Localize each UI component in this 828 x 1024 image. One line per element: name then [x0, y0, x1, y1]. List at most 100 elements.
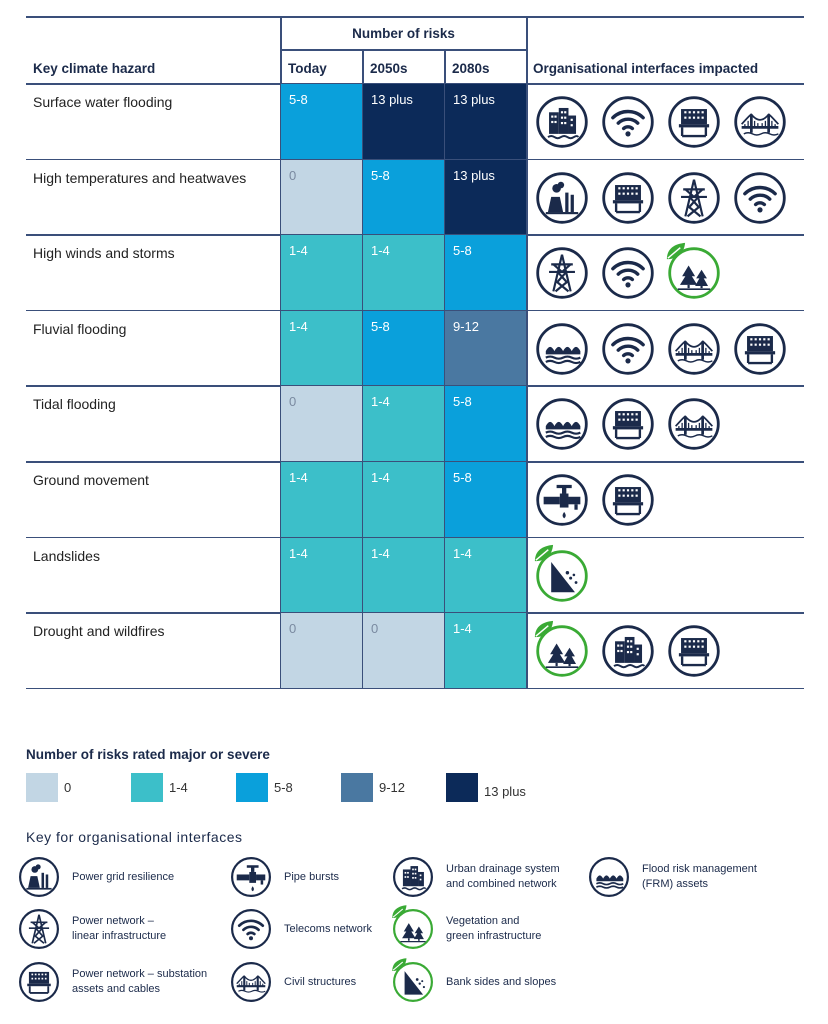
- pylon-icon: [535, 246, 589, 300]
- risk-cell-y2050: 1-4: [363, 537, 444, 613]
- risk-cell-y2050: 5-8: [363, 159, 444, 235]
- key-label: Power network – linear infrastructure: [72, 915, 167, 942]
- row-divider: [26, 309, 804, 312]
- row-divider: [26, 234, 804, 236]
- flood-risk-icon: [535, 397, 589, 451]
- risk-cell-y2050: 1-4: [363, 235, 444, 310]
- risk-cell-y2080: 5-8: [445, 235, 526, 310]
- row-divider: [26, 536, 804, 539]
- key-telecoms-icon: [230, 908, 272, 950]
- risk-cell-today: 1-4: [281, 310, 362, 386]
- key-label: Pipe bursts: [284, 871, 340, 883]
- civil-structures-icon: [667, 322, 721, 376]
- risk-cell-y2080: 1-4: [445, 613, 526, 688]
- legend-label-13plus: 13 plus: [484, 784, 526, 799]
- key-label: Flood risk management (FRM) assets: [642, 863, 757, 890]
- hazard-label: High temperatures and heatwaves: [33, 169, 247, 186]
- row-divider: [26, 158, 804, 161]
- key-flood-risk-icon: [588, 856, 630, 898]
- legend-label-0: 0: [64, 780, 72, 795]
- legend-swatch-13plus: [446, 773, 478, 802]
- civil-structures-icon: [667, 397, 721, 451]
- key-label: Power grid resilience: [72, 871, 175, 883]
- pylon-icon: [667, 171, 721, 225]
- risk-cell-today: 1-4: [281, 462, 362, 537]
- leaf-badge-icon: [667, 242, 686, 259]
- key-title: Key for organisational interfaces: [26, 829, 243, 845]
- pipe-bursts-icon: [535, 473, 589, 527]
- risk-cell-today: 1-4: [281, 235, 362, 310]
- key-power-grid-icon: [18, 856, 60, 898]
- hazard-column-heading: Key climate hazard: [33, 61, 156, 76]
- hazard-label: Drought and wildfires: [33, 623, 165, 640]
- col-divider-today: [362, 49, 364, 689]
- key-label: Vegetation and green infrastructure: [446, 915, 542, 942]
- header-bottom-rule: [26, 83, 804, 85]
- vegetation-icon: [667, 242, 721, 300]
- risk-cell-y2050: 5-8: [363, 310, 444, 386]
- bank-slopes-icon: [535, 545, 589, 603]
- row-divider: [26, 612, 804, 614]
- risk-cell-y2080: 5-8: [445, 386, 526, 461]
- col-divider-2080: [526, 16, 528, 689]
- row-divider: [26, 385, 804, 387]
- table-top-rule: [26, 16, 804, 18]
- key-label: Bank sides and slopes: [446, 976, 557, 988]
- key-label: Power network – substation assets and ca…: [72, 968, 208, 995]
- 2080s-column-heading: 2080s: [452, 61, 490, 76]
- risk-cell-today: 0: [281, 613, 362, 688]
- risk-cell-today: 5-8: [281, 84, 362, 159]
- key-vegetation-icon: [392, 905, 434, 950]
- 2050s-column-heading: 2050s: [370, 61, 408, 76]
- risk-cell-y2050: 1-4: [363, 386, 444, 461]
- urban-drainage-icon: [535, 95, 589, 149]
- substation-icon: [601, 171, 655, 225]
- key-civil-structures-icon: [230, 961, 272, 1003]
- telecoms-icon: [601, 246, 655, 300]
- vegetation-icon: [535, 620, 589, 678]
- legend-swatch-5-8: [236, 773, 268, 802]
- telecoms-icon: [601, 322, 655, 376]
- risk-cell-y2080: 13 plus: [445, 84, 526, 159]
- substation-icon: [733, 322, 787, 376]
- col-divider-2050: [444, 49, 446, 689]
- risk-cell-y2080: 5-8: [445, 462, 526, 537]
- flood-risk-icon: [535, 322, 589, 376]
- hazard-label: Tidal flooding: [33, 396, 116, 413]
- row-divider: [26, 687, 804, 690]
- telecoms-icon: [733, 171, 787, 225]
- legend-swatch-9-12: [341, 773, 373, 802]
- risk-cell-today: 0: [281, 386, 362, 461]
- col-divider-hazard: [280, 16, 282, 689]
- key-pylon-icon: [18, 908, 60, 950]
- substation-icon: [601, 473, 655, 527]
- key-substation-icon: [18, 961, 60, 1003]
- leaf-badge-icon: [535, 620, 554, 637]
- key-urban-drainage-icon: [392, 856, 434, 898]
- leaf-badge-icon: [392, 958, 407, 971]
- hazard-label: Landslides: [33, 547, 100, 564]
- risk-cell-y2050: 0: [363, 613, 444, 688]
- legend-swatch-0: [26, 773, 58, 802]
- legend-label-9-12: 9-12: [379, 780, 406, 795]
- risk-cell-y2050: 1-4: [363, 462, 444, 537]
- number-of-risks-heading: Number of risks: [352, 26, 455, 41]
- key-bank-slopes-icon: [392, 958, 434, 1003]
- key-label: Civil structures: [284, 976, 357, 988]
- hazard-label: Surface water flooding: [33, 94, 173, 110]
- leaf-badge-icon: [392, 905, 407, 918]
- substation-icon: [667, 624, 721, 678]
- legend-title: Number of risks rated major or severe: [26, 747, 270, 762]
- today-column-heading: Today: [288, 61, 327, 76]
- substation-icon: [667, 95, 721, 149]
- risk-cell-today: 1-4: [281, 537, 362, 613]
- legend-swatch-1-4: [131, 773, 163, 802]
- risk-cell-y2050: 13 plus: [363, 84, 444, 159]
- interfaces-column-heading: Organisational interfaces impacted: [533, 61, 759, 76]
- hazard-label: Ground movement: [33, 472, 149, 488]
- key-pipe-bursts-icon: [230, 856, 272, 898]
- leaf-badge-icon: [535, 545, 554, 562]
- risk-cell-y2080: 9-12: [445, 310, 526, 386]
- row-divider: [26, 461, 804, 463]
- risk-cell-y2080: 1-4: [445, 537, 526, 613]
